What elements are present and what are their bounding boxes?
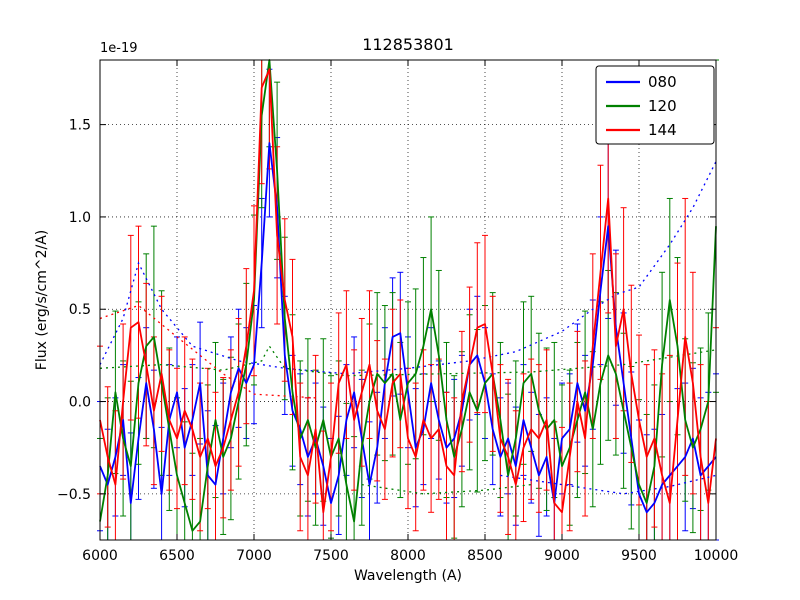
y-axis-offset-text: 1e-19 xyxy=(100,41,138,56)
legend-label-120: 120 xyxy=(648,97,677,115)
series-line-120 xyxy=(99,59,717,532)
x-axis-label: Wavelength (A) xyxy=(354,568,462,584)
y-tick-label: 0.5 xyxy=(69,302,91,318)
series-line-144 xyxy=(99,68,717,514)
axes-frame xyxy=(99,59,717,541)
y-tick-label: 1.5 xyxy=(69,118,91,134)
legend-label-144: 144 xyxy=(648,121,677,139)
y-axis-label: Flux (erg/s/cm^2/A) xyxy=(34,230,50,370)
x-tick-label: 8000 xyxy=(390,548,426,564)
dotted-curve-0 xyxy=(99,161,717,375)
legend-label-080: 080 xyxy=(648,73,677,91)
dotted-curve-1 xyxy=(500,474,717,495)
x-tick-label: 8500 xyxy=(467,548,503,564)
x-tick-label: 9000 xyxy=(544,548,580,564)
dotted-curve-2 xyxy=(99,344,717,377)
legend-box xyxy=(595,65,715,145)
plot-title: 112853801 xyxy=(362,35,454,54)
legend: 080 120 144 xyxy=(595,65,715,145)
x-tick-label: 7500 xyxy=(313,548,349,564)
dotted-curve-3 xyxy=(361,483,532,495)
y-tick-label: 1.0 xyxy=(69,210,91,226)
x-tick-label: 9500 xyxy=(621,548,657,564)
x-tick-label: 6500 xyxy=(159,548,195,564)
y-tick-label: 0.0 xyxy=(69,395,91,411)
x-tick-label: 6000 xyxy=(82,548,118,564)
x-tick-label: 10000 xyxy=(694,548,739,564)
y-tick-label: −0.5 xyxy=(57,487,91,503)
x-tick-label: 7000 xyxy=(236,548,272,564)
